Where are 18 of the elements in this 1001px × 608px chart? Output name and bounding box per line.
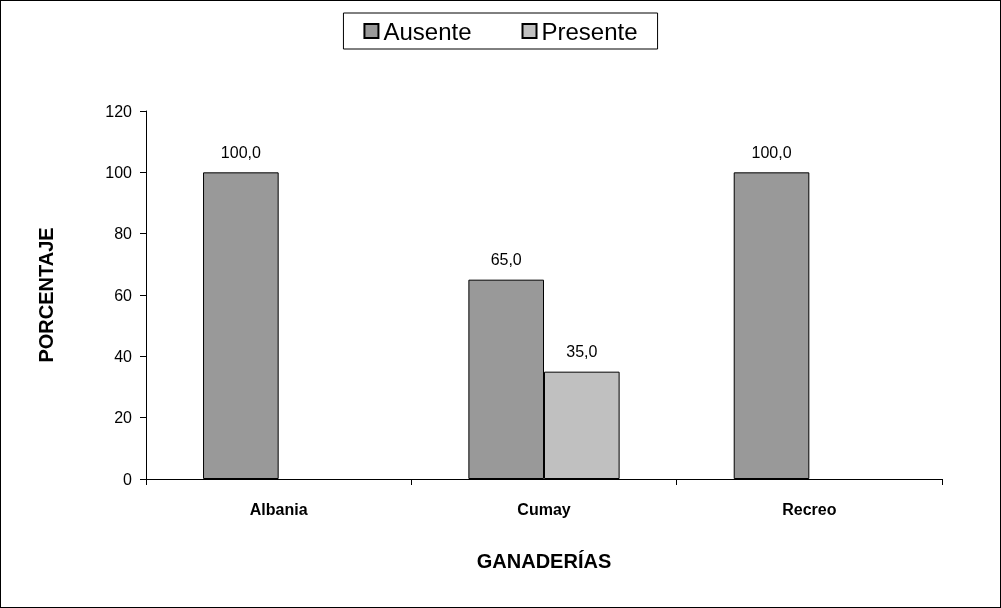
legend-label: Ausente: [383, 17, 472, 45]
y-tick-label: 20: [114, 409, 133, 427]
data-label: 65,0: [490, 251, 522, 269]
x-axis-title: GANADERÍAS: [476, 550, 612, 572]
y-tick-label: 120: [105, 102, 133, 120]
y-axis-title: PORCENTAJE: [35, 227, 57, 363]
data-label: 35,0: [566, 343, 598, 361]
x-tick-label: Recreo: [782, 500, 837, 518]
y-tick-label: 60: [114, 286, 133, 304]
legend-label: Presente: [541, 17, 638, 45]
y-tick-label: 40: [114, 347, 133, 365]
x-tick-label: Cumay: [517, 500, 571, 518]
data-label: 100,0: [220, 143, 261, 161]
y-tick-label: 0: [123, 470, 133, 488]
x-tick-label: Albania: [249, 500, 308, 518]
y-tick-label: 100: [105, 163, 133, 181]
y-tick-label: 80: [114, 225, 133, 243]
data-label: 100,0: [751, 143, 792, 161]
